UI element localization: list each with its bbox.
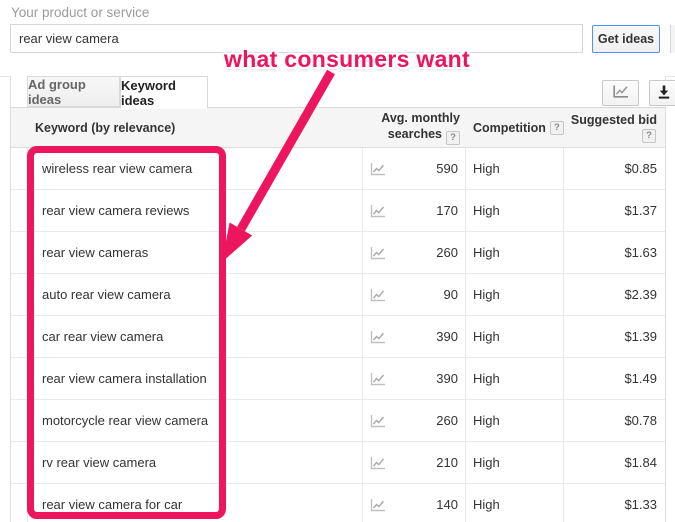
- competition-cell: High: [466, 358, 564, 399]
- sparkline-trend-icon[interactable]: [370, 246, 386, 260]
- row-gutter: [11, 400, 28, 441]
- tab-ad-group-ideas[interactable]: Ad group ideas: [27, 76, 120, 107]
- tab-keyword-ideas[interactable]: Keyword ideas: [120, 76, 208, 109]
- competition-cell: High: [466, 190, 564, 231]
- bid-cell: $1.84: [624, 455, 657, 470]
- searches-value: 590: [436, 161, 458, 176]
- column-header-keyword: Keyword (by relevance): [35, 120, 176, 135]
- download-icon: [657, 85, 671, 102]
- keyword-cell[interactable]: rear view cameras: [28, 232, 363, 273]
- searches-value: 210: [436, 455, 458, 470]
- keyword-cell[interactable]: motorcycle rear view camera: [28, 400, 363, 441]
- bid-cell: $1.49: [624, 371, 657, 386]
- searches-cell: 140: [363, 484, 466, 522]
- bid-cell: $0.85: [624, 161, 657, 176]
- searches-cell: 590: [363, 148, 466, 189]
- keyword-cell[interactable]: auto rear view camera: [28, 274, 363, 315]
- table-body: wireless rear view camera 590 High $0.85 rea…: [11, 148, 665, 522]
- bid-cell: $2.39: [624, 287, 657, 302]
- bid-cell: $1.33: [624, 497, 657, 512]
- table-row: auto rear view camera 90 High $2.39: [11, 274, 665, 316]
- row-gutter: [11, 316, 28, 357]
- column-header-bid: Suggested bid ?: [564, 108, 665, 147]
- sparkline-trend-icon[interactable]: [370, 456, 386, 470]
- line-chart-icon: [612, 85, 629, 101]
- bid-cell: $1.37: [624, 203, 657, 218]
- search-input[interactable]: [10, 24, 583, 53]
- bid-cell: $0.78: [624, 413, 657, 428]
- table-row: car rear view camera 390 High $1.39: [11, 316, 665, 358]
- competition-cell: High: [466, 484, 564, 522]
- searches-cell: 260: [363, 232, 466, 273]
- searches-cell: 170: [363, 190, 466, 231]
- row-gutter: [11, 190, 28, 231]
- searches-value: 390: [436, 329, 458, 344]
- competition-cell: High: [466, 442, 564, 483]
- get-ideas-button[interactable]: Get ideas: [592, 25, 660, 53]
- searches-cell: 260: [363, 400, 466, 441]
- column-header-searches-label: Avg. monthly searches: [381, 110, 460, 142]
- bid-cell: $1.63: [624, 245, 657, 260]
- row-gutter: [11, 442, 28, 483]
- searches-cell: 390: [363, 316, 466, 357]
- table-row: rear view camera for car 140 High $1.33: [11, 484, 665, 522]
- table-row: motorcycle rear view camera 260 High $0.78: [11, 400, 665, 442]
- sparkline-trend-icon[interactable]: [370, 414, 386, 428]
- column-header-bid-label: Suggested bid: [570, 112, 657, 127]
- row-gutter: [11, 358, 28, 399]
- keyword-cell[interactable]: wireless rear view camera: [28, 148, 363, 189]
- searches-value: 140: [436, 497, 458, 512]
- chart-view-button[interactable]: [602, 80, 639, 106]
- sparkline-trend-icon[interactable]: [370, 288, 386, 302]
- searches-value: 170: [436, 203, 458, 218]
- searches-cell: 390: [363, 358, 466, 399]
- keyword-cell[interactable]: rear view camera reviews: [28, 190, 363, 231]
- row-gutter: [11, 148, 28, 189]
- header-gutter: [11, 108, 28, 147]
- help-icon[interactable]: ?: [549, 120, 564, 135]
- table-row: rv rear view camera 210 High $1.84: [11, 442, 665, 484]
- competition-cell: High: [466, 232, 564, 273]
- column-header-competition: Competition?: [466, 108, 564, 147]
- search-label: Your product or service: [11, 5, 150, 20]
- row-gutter: [11, 484, 28, 522]
- searches-value: 390: [436, 371, 458, 386]
- row-gutter: [11, 274, 28, 315]
- competition-cell: High: [466, 274, 564, 315]
- sparkline-trend-icon[interactable]: [370, 162, 386, 176]
- searches-cell: 90: [363, 274, 466, 315]
- sparkline-trend-icon[interactable]: [370, 372, 386, 386]
- column-header-searches: Avg. monthly searches?: [363, 108, 466, 147]
- results-panel: Ad group ideas Keyword ideas Keyword (by…: [10, 76, 666, 522]
- searches-cell: 210: [363, 442, 466, 483]
- competition-cell: High: [466, 316, 564, 357]
- keyword-cell[interactable]: rear view camera installation: [28, 358, 363, 399]
- bid-cell: $1.39: [624, 329, 657, 344]
- table-header-row: Keyword (by relevance) Avg. monthly sear…: [11, 108, 665, 148]
- table-row: wireless rear view camera 590 High $0.85: [11, 148, 665, 190]
- help-icon[interactable]: ?: [446, 131, 460, 146]
- sparkline-trend-icon[interactable]: [370, 330, 386, 344]
- competition-cell: High: [466, 148, 564, 189]
- keyword-cell[interactable]: car rear view camera: [28, 316, 363, 357]
- searches-value: 90: [443, 287, 458, 302]
- table-row: rear view camera reviews 170 High $1.37: [11, 190, 665, 232]
- help-icon[interactable]: ?: [642, 129, 656, 144]
- cutoff-button-edge: [670, 25, 675, 53]
- searches-value: 260: [436, 245, 458, 260]
- download-button[interactable]: [649, 80, 675, 106]
- row-gutter: [11, 232, 28, 273]
- sparkline-trend-icon[interactable]: [370, 498, 386, 512]
- column-header-competition-label: Competition: [473, 120, 546, 135]
- table-row: rear view camera installation 390 High $1.4…: [11, 358, 665, 400]
- competition-cell: High: [466, 400, 564, 441]
- sparkline-trend-icon[interactable]: [370, 204, 386, 218]
- keyword-cell[interactable]: rear view camera for car: [28, 484, 363, 522]
- annotation-text: what consumers want: [224, 46, 470, 72]
- searches-value: 260: [436, 413, 458, 428]
- table-row: rear view cameras 260 High $1.63: [11, 232, 665, 274]
- keyword-cell[interactable]: rv rear view camera: [28, 442, 363, 483]
- tab-bar: Ad group ideas Keyword ideas: [11, 76, 665, 109]
